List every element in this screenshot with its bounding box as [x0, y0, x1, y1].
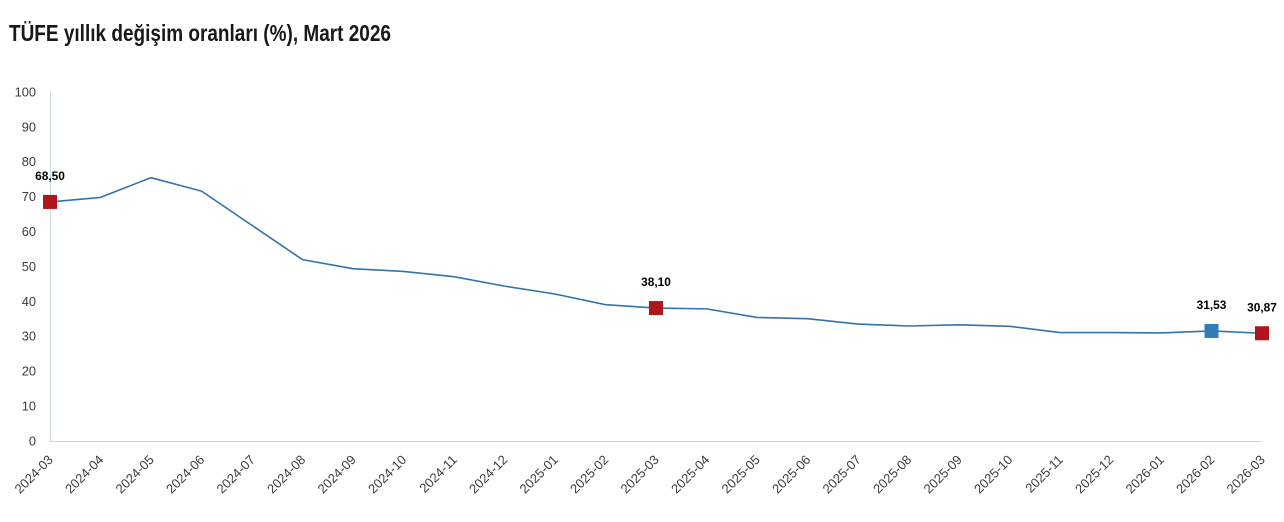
svg-text:40: 40 [22, 294, 36, 309]
svg-text:20: 20 [22, 364, 36, 379]
svg-text:60: 60 [22, 224, 36, 239]
svg-text:50: 50 [22, 259, 36, 274]
svg-text:31,53: 31,53 [1197, 298, 1227, 312]
svg-text:80: 80 [22, 154, 36, 169]
svg-text:90: 90 [22, 119, 36, 134]
svg-text:100: 100 [15, 84, 36, 99]
svg-text:10: 10 [22, 399, 36, 414]
svg-text:30,87: 30,87 [1247, 300, 1277, 314]
svg-text:30: 30 [22, 329, 36, 344]
svg-text:38,10: 38,10 [641, 275, 671, 289]
svg-text:70: 70 [22, 189, 36, 204]
svg-text:TÜFE yıllık değişim oranları (: TÜFE yıllık değişim oranları (%), Mart 2… [9, 20, 391, 46]
svg-text:0: 0 [29, 433, 36, 448]
svg-text:68,50: 68,50 [35, 169, 65, 183]
